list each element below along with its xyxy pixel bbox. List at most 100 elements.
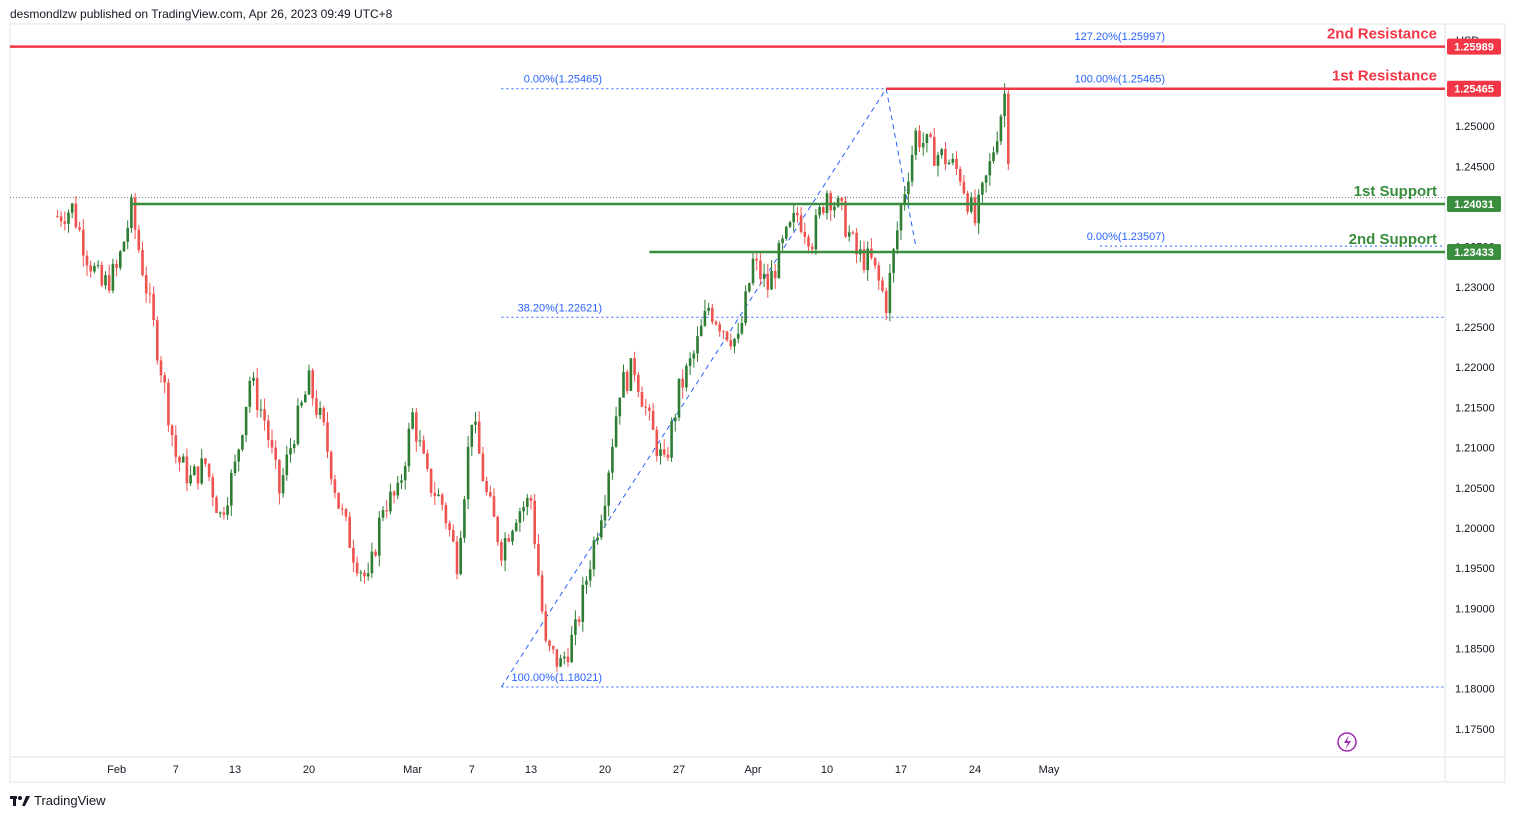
candle-body	[921, 142, 925, 148]
price-tick-label: 1.17500	[1455, 724, 1495, 736]
candle-body	[511, 530, 514, 542]
candle-body	[104, 275, 107, 286]
price-axis-ticks: 1.250001.245001.240001.235001.230001.225…	[1455, 121, 1495, 736]
candle-body	[555, 649, 559, 667]
candle-body	[107, 275, 111, 291]
candle-body	[614, 416, 618, 447]
candle-body	[318, 407, 322, 415]
candle-body	[936, 155, 940, 166]
candle-body	[215, 497, 218, 514]
candle-body	[992, 152, 995, 162]
candle-body	[418, 440, 422, 442]
candle-body	[822, 207, 825, 214]
candle-body	[877, 265, 881, 281]
lightning-icon[interactable]	[1337, 732, 1357, 752]
candle-body	[381, 510, 385, 518]
support-resistance-levels: 2nd Resistance 1.25989 1st Resistance 1.254…	[10, 26, 1501, 261]
candle-body	[788, 222, 792, 227]
candle-body	[259, 409, 263, 411]
candle-body	[903, 194, 906, 205]
candle-body	[156, 320, 159, 361]
candle-body	[452, 530, 455, 542]
candle-body	[389, 491, 392, 512]
candle-body	[958, 169, 962, 182]
candle-body	[130, 197, 133, 229]
candle-body	[574, 619, 577, 635]
candle-body	[285, 454, 289, 476]
candle-body	[322, 407, 326, 423]
price-tick-label: 1.19500	[1455, 563, 1495, 575]
candle-body	[977, 194, 980, 224]
candle-body	[492, 496, 496, 517]
price-tick-label: 1.21000	[1455, 443, 1495, 455]
candle-body	[148, 293, 152, 295]
candle-body	[244, 406, 248, 436]
price-tick-label: 1.22500	[1455, 322, 1495, 334]
price-tag-value: 1.23433	[1454, 247, 1494, 259]
candle-body	[840, 197, 844, 202]
chart-frame	[9, 23, 1506, 783]
candle-body	[178, 456, 181, 463]
candle-body	[844, 201, 847, 237]
price-tag	[1447, 195, 1501, 212]
candle-body	[281, 475, 285, 494]
candle-body	[759, 260, 762, 279]
candle-body	[126, 228, 129, 243]
footer: TradingView	[10, 793, 106, 808]
candle-body	[585, 580, 588, 585]
candle-body	[999, 116, 1003, 142]
candle-body	[892, 249, 895, 273]
candle-body	[267, 420, 270, 440]
price-tick-label: 1.18000	[1455, 684, 1495, 696]
candle-body	[403, 466, 407, 481]
candle-body	[659, 449, 662, 456]
candle-body	[581, 584, 585, 622]
candle-body	[748, 283, 751, 292]
candle-body	[984, 175, 988, 183]
candle-body	[677, 378, 681, 418]
candle-body	[56, 216, 59, 218]
candle-body	[988, 161, 992, 176]
level-name: 1st Support	[1354, 183, 1437, 200]
candle-body	[181, 456, 185, 463]
candle-body	[341, 508, 344, 510]
candle-body	[152, 293, 155, 321]
candle-body	[63, 221, 67, 224]
candle-body	[548, 640, 551, 647]
candle-body	[359, 572, 363, 574]
candle-body	[910, 154, 914, 182]
candle-body	[781, 238, 784, 244]
candle-body	[337, 492, 340, 509]
candle-body	[255, 377, 259, 411]
candle-body	[896, 230, 899, 250]
time-tick-label: Feb	[107, 764, 126, 776]
time-tick-label: May	[1039, 764, 1060, 776]
candle-body	[248, 380, 252, 407]
candle-body	[489, 492, 492, 497]
candle-body	[189, 475, 192, 484]
candle-body	[115, 263, 118, 268]
candle-body	[296, 405, 300, 445]
fib-level-label: 127.20%(1.25997)	[1074, 31, 1165, 43]
price-tag	[1447, 244, 1501, 261]
fib-level-label: 0.00%(1.25465)	[524, 74, 602, 86]
candle-body	[230, 472, 233, 506]
candle-body	[355, 562, 359, 574]
candle-body	[810, 246, 814, 250]
candle-body	[226, 505, 229, 515]
price-tick-label: 1.24500	[1455, 161, 1495, 173]
time-tick-label: 10	[821, 764, 833, 776]
candle-body	[551, 646, 555, 650]
candle-body	[237, 449, 240, 462]
candle-body	[829, 193, 832, 211]
candle-body	[625, 371, 629, 391]
candle-body	[833, 206, 836, 211]
candle-body	[966, 193, 969, 212]
price-tick-label: 1.19000	[1455, 603, 1495, 615]
candle-body	[648, 407, 651, 411]
candle-body	[429, 468, 433, 493]
candle-body	[85, 255, 89, 266]
candle-body	[947, 162, 951, 165]
candle-body	[82, 229, 85, 256]
